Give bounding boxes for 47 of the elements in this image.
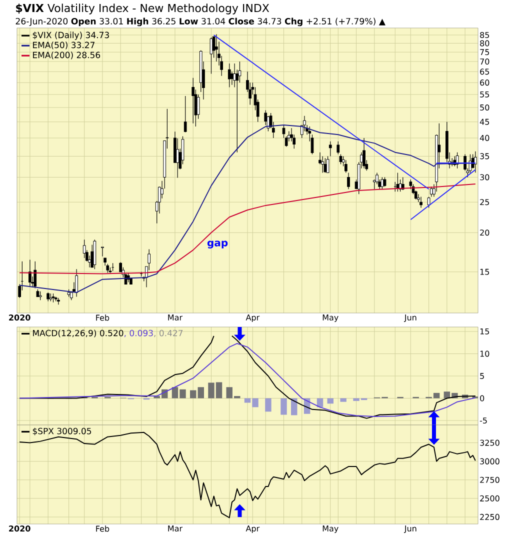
legend-label: $VIX (Daily) 34.73 bbox=[32, 32, 109, 40]
y-tick-label: 2250 bbox=[480, 514, 500, 520]
text: , 0.427 bbox=[154, 330, 183, 338]
x-tick-label: Jun bbox=[404, 314, 416, 322]
y-tick-label: 3000 bbox=[480, 458, 500, 464]
text: , 0.093 bbox=[124, 330, 153, 338]
x-tick-label: Apr bbox=[246, 526, 260, 534]
x-tick-label: Mar bbox=[168, 526, 183, 532]
x-tick-label: May bbox=[322, 314, 338, 322]
y-tick-label: 0 bbox=[480, 395, 484, 402]
y-tick-label: 40 bbox=[480, 134, 490, 141]
y-tick-label: 25 bbox=[480, 199, 490, 206]
x-tick-label: Feb bbox=[96, 314, 110, 321]
y-tick-label: 45 bbox=[480, 118, 490, 125]
y-tick-label: 30 bbox=[480, 174, 490, 180]
x-tick-label: Feb bbox=[96, 526, 110, 532]
y-tick-label: 50 bbox=[480, 104, 490, 111]
y-tick-label: 60 bbox=[480, 80, 490, 86]
y-tick-label: 15 bbox=[480, 268, 490, 275]
y-tick-label: 5 bbox=[480, 373, 484, 379]
x-tick-label: Jun bbox=[404, 526, 416, 533]
text: 26-Jun-2020 Open 33.01 High 36.25 Low 31.04 Close 34.73 Chg +2.51 (+7.79%) ▲ bbox=[16, 18, 386, 26]
x-tick-label: May bbox=[322, 526, 338, 534]
x-tick-label: Apr bbox=[246, 314, 260, 322]
y-tick-label: 85 bbox=[480, 32, 490, 38]
y-tick-label: 15 bbox=[480, 328, 490, 334]
legend-label: MACD(12,26,9) 0.520 bbox=[33, 330, 124, 338]
chart-title: $VIX Volatility Index - New Methodology INDX bbox=[16, 4, 270, 14]
y-tick-label: 3250 bbox=[480, 440, 500, 446]
y-tick-label: 70 bbox=[480, 58, 490, 65]
annotation: gap bbox=[207, 240, 228, 248]
x-tick-label: 2020 bbox=[9, 526, 30, 532]
y-tick-label: 55 bbox=[480, 91, 490, 98]
y-tick-label: 2750 bbox=[480, 476, 500, 483]
y-tick-label: 10 bbox=[480, 350, 490, 357]
y-tick-label: 35 bbox=[480, 153, 490, 160]
legend-label: $SPX 3009.05 bbox=[32, 428, 92, 436]
legend-label: EMA(200) 28.56 bbox=[33, 52, 100, 60]
y-tick-label: 20 bbox=[480, 230, 490, 236]
x-tick-label: Mar bbox=[168, 314, 183, 320]
y-tick-label: -5 bbox=[480, 418, 487, 424]
y-tick-label: 65 bbox=[480, 68, 490, 75]
y-tick-label: 80 bbox=[480, 40, 490, 46]
x-tick-label: 2020 bbox=[9, 314, 30, 321]
legend-label: EMA(50) 33.27 bbox=[33, 42, 94, 50]
y-tick-label: 75 bbox=[480, 49, 490, 56]
y-tick-label: 2500 bbox=[480, 495, 500, 502]
